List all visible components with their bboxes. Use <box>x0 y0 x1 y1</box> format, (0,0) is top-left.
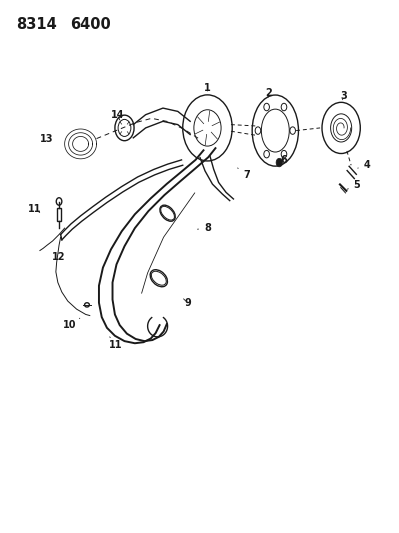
Text: 5: 5 <box>347 181 360 190</box>
Text: 2: 2 <box>265 88 271 98</box>
Circle shape <box>56 198 62 205</box>
Bar <box>57 208 61 222</box>
Text: 12: 12 <box>52 252 66 262</box>
Text: 1: 1 <box>204 83 211 93</box>
Text: 13: 13 <box>40 134 54 143</box>
Ellipse shape <box>85 303 89 307</box>
Text: 6400: 6400 <box>70 17 111 32</box>
Text: 9: 9 <box>184 298 191 308</box>
Text: 10: 10 <box>63 318 80 330</box>
Text: 7: 7 <box>238 168 250 180</box>
Text: 11: 11 <box>109 337 122 350</box>
Text: 8314: 8314 <box>16 17 57 32</box>
Text: 4: 4 <box>358 160 370 170</box>
Circle shape <box>276 158 282 167</box>
Text: 3: 3 <box>341 91 347 101</box>
Text: 8: 8 <box>198 223 211 233</box>
Text: 6: 6 <box>280 155 286 165</box>
Text: 11: 11 <box>28 204 42 214</box>
Text: 14: 14 <box>111 110 124 120</box>
